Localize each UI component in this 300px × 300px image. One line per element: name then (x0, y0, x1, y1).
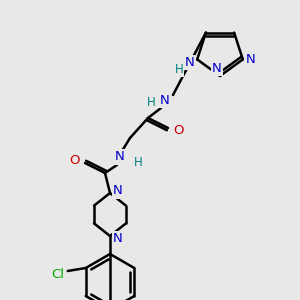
Text: N: N (212, 61, 222, 74)
Text: N: N (246, 53, 256, 66)
Text: N: N (115, 151, 125, 164)
Text: N: N (184, 56, 194, 69)
Text: Cl: Cl (51, 268, 64, 281)
Text: N: N (113, 232, 123, 245)
Text: H: H (134, 155, 142, 169)
Text: N: N (113, 184, 123, 197)
Text: O: O (173, 124, 183, 137)
Text: H: H (175, 63, 184, 76)
Text: N: N (160, 94, 170, 106)
Text: O: O (70, 154, 80, 167)
Text: H: H (147, 97, 155, 110)
